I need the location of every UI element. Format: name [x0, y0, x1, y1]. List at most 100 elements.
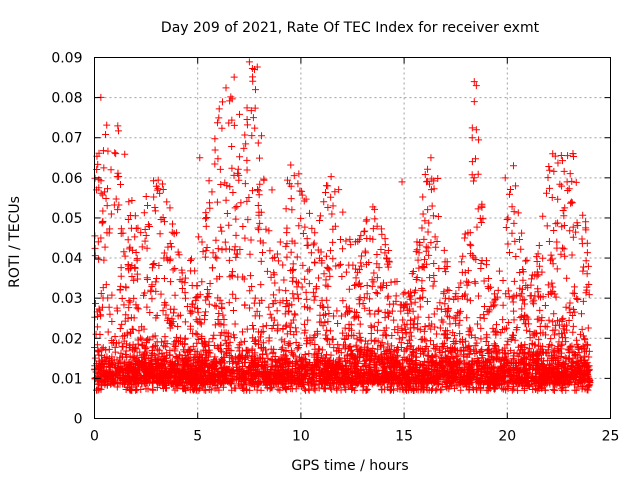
data-point — [384, 340, 392, 348]
data-point — [210, 331, 218, 339]
data-point — [233, 203, 241, 211]
data-point — [99, 294, 107, 302]
data-point — [485, 308, 493, 316]
data-point — [205, 386, 213, 394]
data-point — [262, 322, 270, 330]
data-point — [102, 195, 110, 203]
data-point — [299, 229, 307, 237]
data-point — [159, 307, 167, 315]
data-point — [338, 272, 346, 280]
data-point — [230, 73, 238, 81]
data-point — [290, 352, 298, 360]
data-point — [480, 314, 488, 322]
data-point — [518, 341, 526, 349]
data-point — [214, 155, 222, 163]
data-point — [419, 210, 427, 218]
data-point — [98, 219, 106, 227]
data-point — [118, 320, 126, 328]
data-point — [251, 124, 259, 132]
data-point — [492, 321, 500, 329]
data-point — [377, 245, 385, 253]
data-point — [327, 247, 335, 255]
data-point — [363, 234, 371, 242]
data-point — [112, 150, 120, 158]
data-point — [171, 264, 179, 272]
data-point — [429, 341, 437, 349]
data-point — [288, 277, 296, 285]
data-point — [326, 272, 334, 280]
data-point — [502, 223, 510, 231]
data-point — [217, 181, 225, 189]
data-point — [580, 352, 588, 360]
data-point — [457, 279, 465, 287]
data-point — [301, 303, 309, 311]
data-point — [473, 320, 481, 328]
data-point — [499, 385, 507, 393]
data-point — [548, 193, 556, 201]
data-point — [363, 290, 371, 298]
data-point — [275, 286, 283, 294]
data-point — [393, 278, 401, 286]
data-point — [304, 316, 312, 324]
data-point — [303, 235, 311, 243]
data-point — [248, 283, 256, 291]
data-point — [130, 294, 138, 302]
data-point — [287, 248, 295, 256]
data-point — [336, 260, 344, 268]
data-point — [543, 222, 551, 230]
data-point — [521, 320, 529, 328]
data-point — [159, 186, 167, 194]
data-point — [335, 186, 343, 194]
data-point — [117, 272, 125, 280]
data-point — [153, 274, 161, 282]
data-point — [458, 268, 466, 276]
data-point — [105, 303, 113, 311]
data-point — [363, 216, 371, 224]
data-point — [357, 337, 365, 345]
data-point — [485, 274, 493, 282]
data-point — [512, 252, 520, 260]
data-point — [166, 240, 174, 248]
data-point — [119, 342, 127, 350]
data-point — [372, 288, 380, 296]
data-point — [471, 279, 479, 287]
data-point — [106, 310, 114, 318]
data-point — [485, 284, 493, 292]
data-point — [567, 198, 575, 206]
data-point — [256, 219, 264, 227]
data-point — [124, 260, 132, 268]
data-point — [518, 290, 526, 298]
data-point — [545, 237, 553, 245]
data-point — [345, 307, 353, 315]
data-point — [295, 295, 303, 303]
data-point — [544, 174, 552, 182]
data-point — [241, 131, 249, 139]
data-point — [407, 332, 415, 340]
data-point — [260, 175, 268, 183]
data-point — [495, 267, 503, 275]
data-point — [121, 317, 129, 325]
data-point — [518, 229, 526, 237]
data-point — [384, 263, 392, 271]
data-point — [449, 329, 457, 337]
data-point — [553, 244, 561, 252]
data-point — [327, 173, 335, 181]
data-point — [350, 282, 358, 290]
data-point — [461, 234, 469, 242]
data-point — [366, 295, 374, 303]
data-point — [294, 180, 302, 188]
data-point — [452, 319, 460, 327]
data-point — [283, 253, 291, 261]
data-point — [546, 166, 554, 174]
data-point — [117, 349, 125, 357]
data-point — [225, 119, 233, 127]
data-point — [302, 288, 310, 296]
data-point — [149, 343, 157, 351]
data-point — [557, 151, 565, 159]
data-point — [141, 289, 149, 297]
data-point — [211, 321, 219, 329]
data-point — [502, 290, 510, 298]
data-point — [316, 311, 324, 319]
data-point — [371, 310, 379, 318]
data-point — [339, 245, 347, 253]
